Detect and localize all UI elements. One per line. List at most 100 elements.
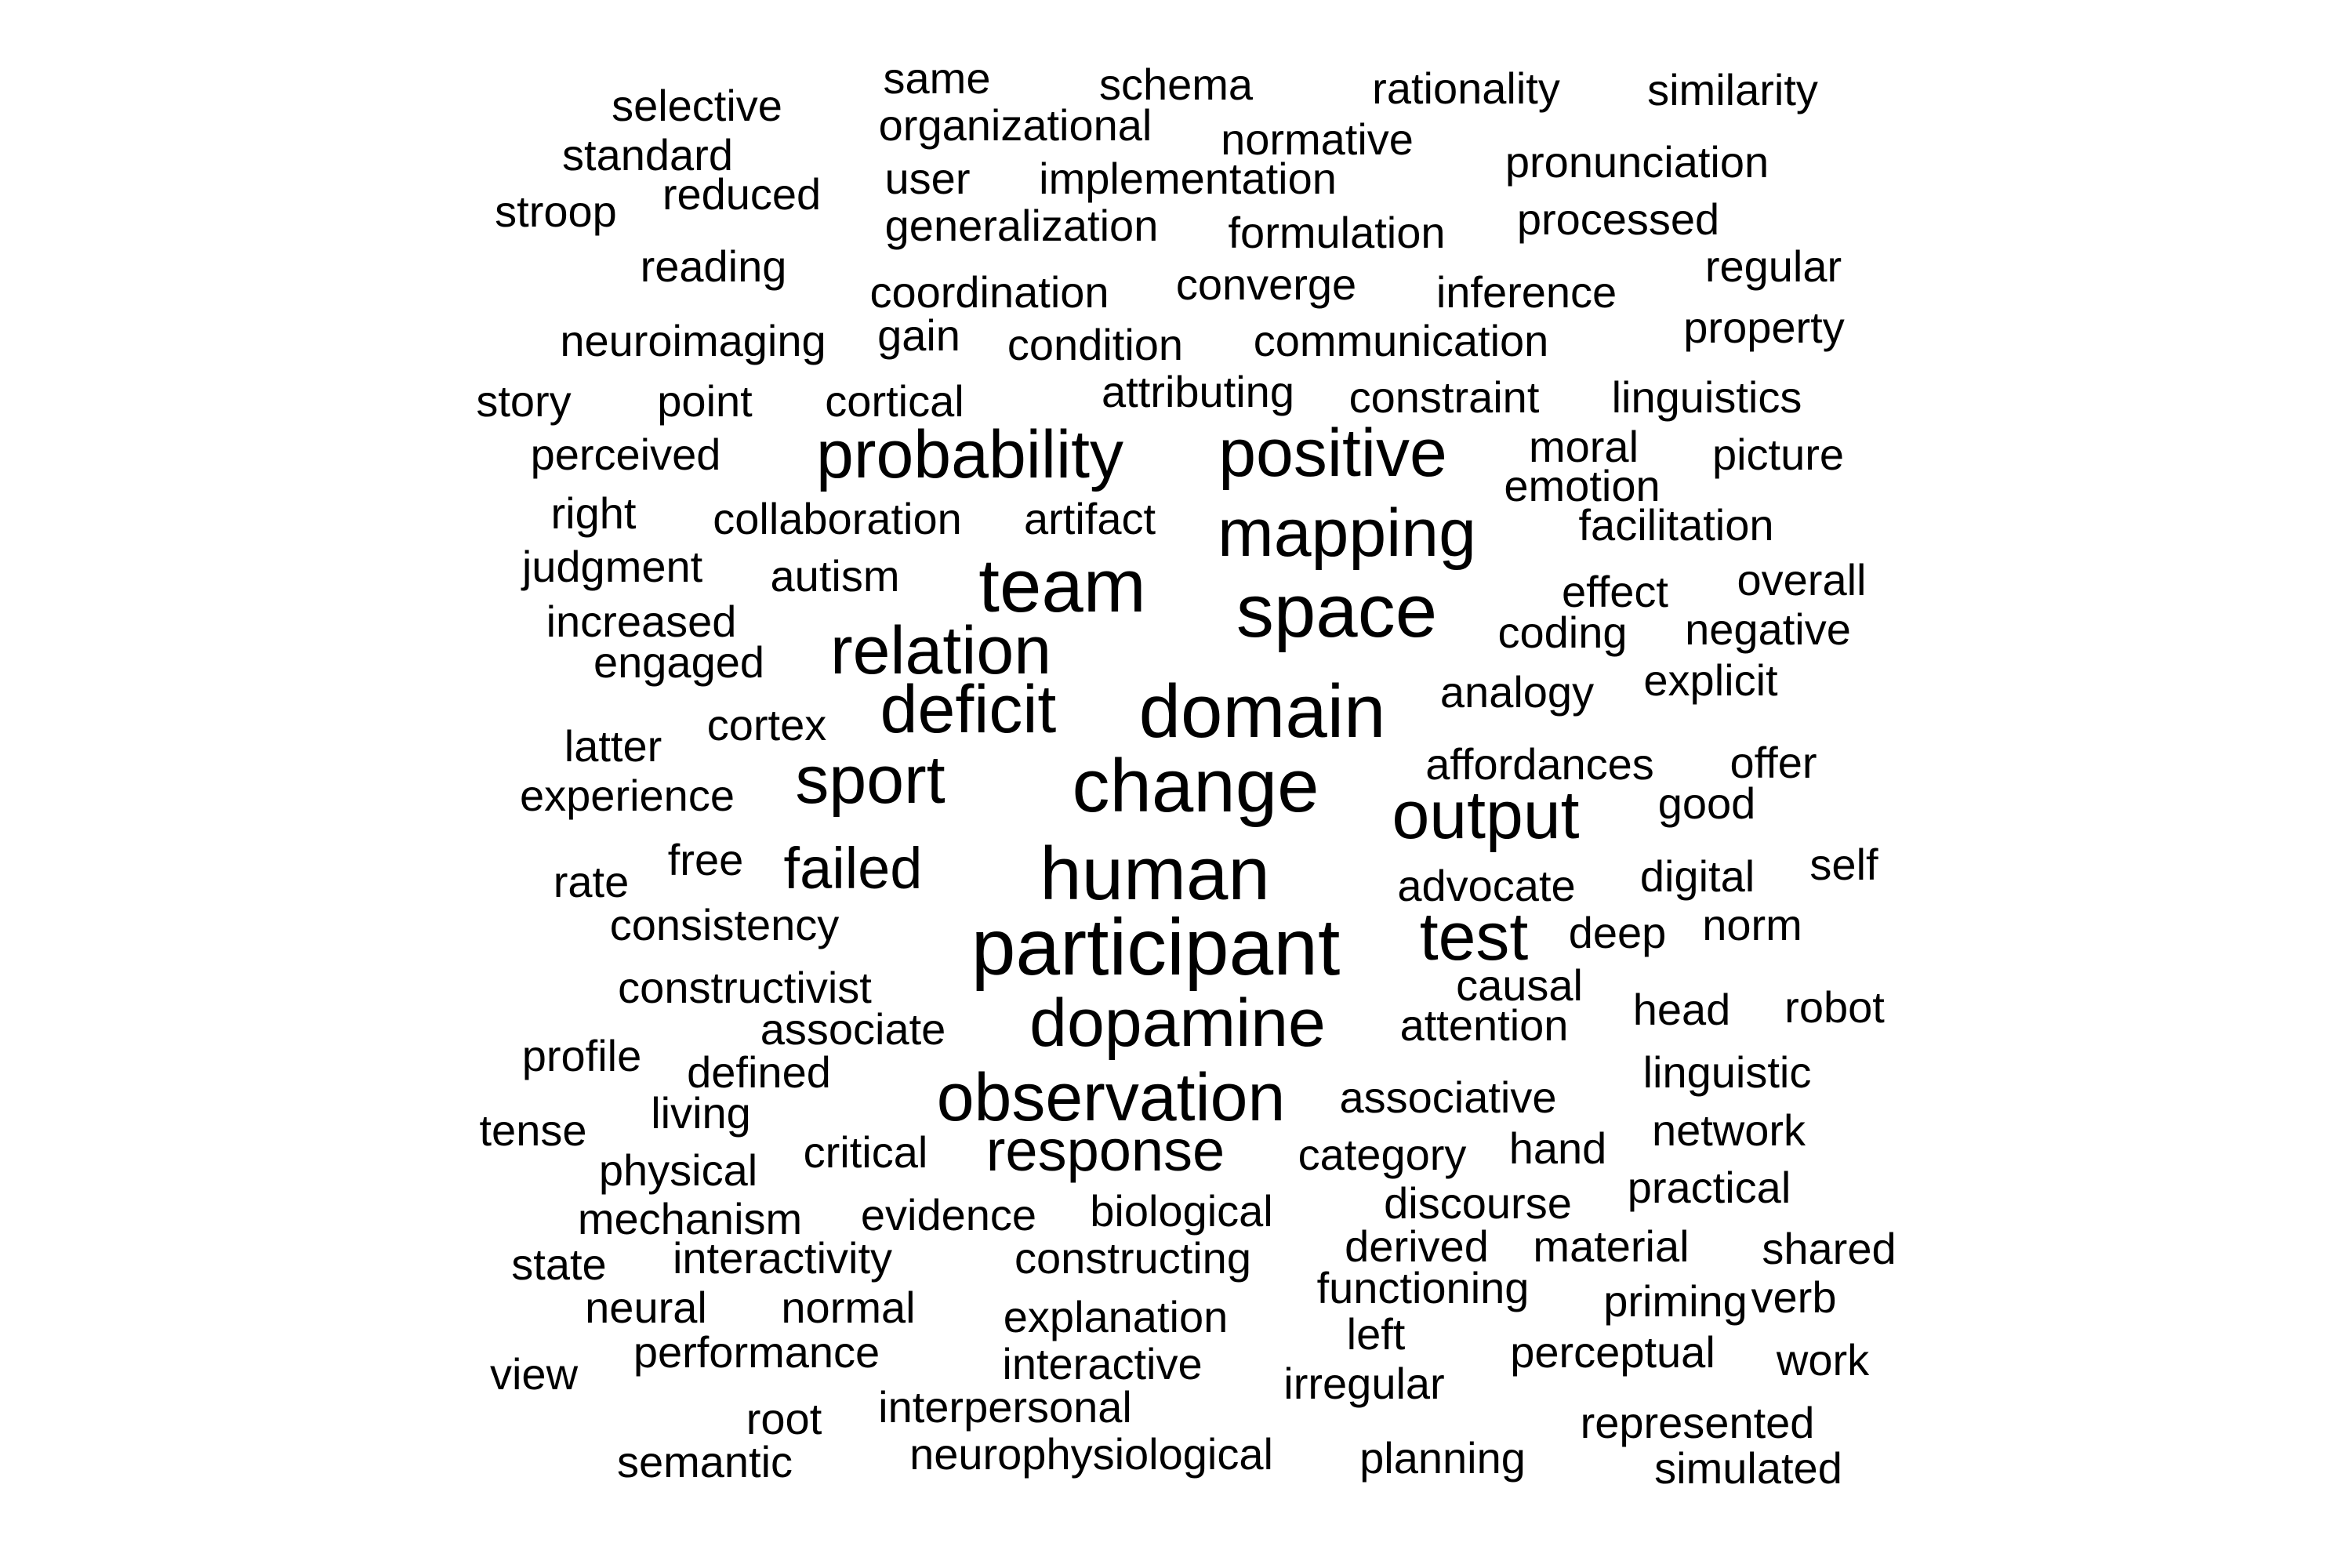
word-inference: inference [1436, 267, 1617, 317]
word-moral: moral [1528, 422, 1639, 471]
word-gain: gain [877, 310, 960, 360]
word-judgment: judgment [521, 542, 703, 591]
word-causal: causal [1456, 960, 1583, 1010]
word-user: user [884, 154, 971, 203]
word-view: view [489, 1349, 579, 1399]
word-associative: associative [1339, 1073, 1557, 1122]
word-change: change [1072, 744, 1319, 828]
word-norm: norm [1702, 900, 1802, 949]
word-offer: offer [1730, 738, 1817, 787]
word-negative: negative [1685, 604, 1851, 654]
word-selective: selective [612, 81, 782, 130]
word-regular: regular [1704, 241, 1842, 291]
word-overall: overall [1737, 555, 1867, 604]
word-associate: associate [760, 1004, 946, 1054]
word-reduced: reduced [662, 169, 822, 219]
word-normal: normal [781, 1283, 916, 1332]
word-relation: relation [829, 613, 1052, 688]
word-autism: autism [770, 551, 900, 601]
word-neurophysiological: neurophysiological [909, 1429, 1273, 1479]
word-physical: physical [598, 1145, 758, 1195]
word-left: left [1346, 1309, 1406, 1359]
word-team: team [978, 544, 1146, 628]
word-attributing: attributing [1102, 367, 1294, 416]
word-stroop: stroop [495, 187, 617, 236]
word-property: property [1683, 303, 1845, 352]
word-explicit: explicit [1643, 655, 1778, 705]
word-work: work [1776, 1335, 1870, 1385]
word-observation: observation [936, 1060, 1286, 1135]
word-represented: represented [1580, 1398, 1815, 1447]
word-emotion: emotion [1504, 461, 1661, 510]
word-picture: picture [1711, 430, 1845, 479]
word-self: self [1809, 840, 1878, 889]
word-right: right [550, 488, 637, 538]
word-tense: tense [479, 1105, 587, 1155]
word-linguistic: linguistic [1642, 1047, 1812, 1097]
word-facilitation: facilitation [1578, 500, 1774, 550]
word-constraint: constraint [1348, 372, 1540, 422]
word-derived: derived [1345, 1221, 1489, 1271]
word-communication: communication [1253, 316, 1549, 365]
word-schema: schema [1098, 60, 1254, 109]
word-cortical: cortical [825, 376, 964, 426]
word-good: good [1657, 779, 1756, 828]
word-category: category [1298, 1130, 1467, 1179]
word-rate: rate [553, 857, 630, 906]
word-deficit: deficit [880, 672, 1057, 747]
word-interactivity: interactivity [672, 1233, 893, 1283]
word-interpersonal: interpersonal [878, 1382, 1132, 1432]
word-mapping: mapping [1218, 495, 1476, 571]
word-attention: attention [1399, 1000, 1569, 1050]
word-priming: priming [1603, 1276, 1748, 1326]
word-coding: coding [1497, 608, 1628, 657]
word-probability: probability [816, 417, 1123, 492]
word-same: same [883, 53, 991, 103]
word-coordination: coordination [869, 267, 1109, 317]
word-output: output [1392, 778, 1580, 853]
word-linguistics: linguistics [1611, 372, 1802, 422]
word-pronunciation: pronunciation [1504, 137, 1769, 187]
word-perceptual: perceptual [1510, 1327, 1715, 1377]
word-deep: deep [1568, 908, 1667, 957]
word-cortex: cortex [706, 700, 827, 750]
word-advocate: advocate [1397, 861, 1576, 910]
word-affordances: affordances [1425, 739, 1654, 789]
word-increased: increased [546, 597, 737, 646]
word-critical: critical [803, 1127, 928, 1177]
word-free: free [667, 835, 744, 884]
word-defined: defined [687, 1047, 831, 1097]
word-converge: converge [1175, 260, 1357, 309]
word-dopamine: dopamine [1029, 985, 1326, 1061]
word-verb: verb [1751, 1272, 1837, 1322]
word-rationality: rationality [1372, 64, 1560, 113]
word-practical: practical [1627, 1163, 1791, 1212]
word-formulation: formulation [1228, 208, 1446, 257]
word-collaboration: collaboration [713, 494, 962, 543]
word-interactive: interactive [1002, 1339, 1203, 1388]
word-neuroimaging: neuroimaging [560, 316, 826, 365]
word-explanation: explanation [1003, 1292, 1229, 1341]
word-functioning: functioning [1316, 1263, 1530, 1312]
word-shared: shared [1762, 1224, 1896, 1273]
word-planning: planning [1359, 1433, 1526, 1483]
word-network: network [1651, 1105, 1806, 1155]
word-constructivist: constructivist [618, 963, 872, 1012]
word-irregular: irregular [1283, 1359, 1445, 1408]
word-failed: failed [783, 836, 923, 901]
word-participant: participant [971, 902, 1341, 992]
word-hand: hand [1508, 1123, 1607, 1173]
word-experience: experience [520, 771, 735, 820]
word-consistency: consistency [609, 900, 840, 949]
word-normative: normative [1221, 114, 1414, 164]
word-response: response [985, 1118, 1225, 1183]
word-artifact: artifact [1023, 494, 1156, 543]
word-implementation: implementation [1039, 154, 1337, 203]
word-story: story [476, 376, 572, 426]
word-human: human [1040, 832, 1270, 916]
word-root: root [746, 1394, 822, 1443]
word-positive: positive [1218, 416, 1447, 491]
word-profile: profile [521, 1031, 642, 1080]
word-latter: latter [564, 721, 662, 771]
word-point: point [657, 376, 753, 426]
